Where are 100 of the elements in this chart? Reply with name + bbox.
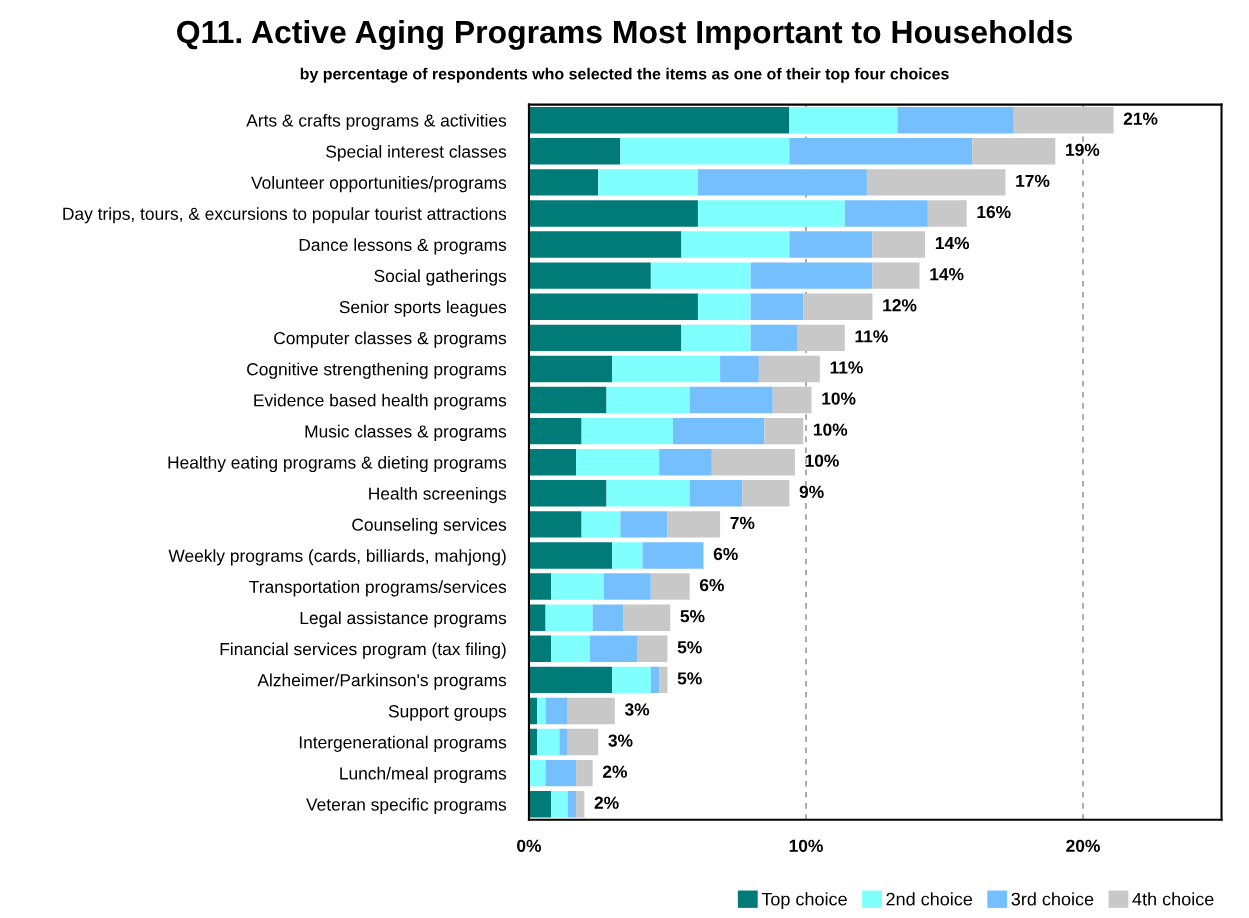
legend-label: 4th choice (1132, 892, 1214, 906)
bar (528, 386, 607, 414)
bar (642, 542, 704, 569)
total-label: 7% (730, 516, 755, 530)
bar (537, 697, 546, 725)
y-tick-label: Legal assistance programs (300, 611, 507, 628)
chart-subtitle: by percentage of respondents who selected the items as one of their top four choices (300, 67, 949, 83)
bar (742, 480, 790, 507)
total-label: 19% (1066, 143, 1100, 156)
bar (545, 697, 568, 725)
total-label: 14% (935, 236, 970, 250)
bar (689, 480, 743, 507)
y-tick-label: Music classes & programs (305, 424, 507, 442)
total-label: 5% (677, 672, 702, 685)
bar (545, 604, 593, 631)
bar (612, 542, 643, 569)
bar (528, 293, 698, 320)
bar (620, 511, 668, 538)
bar (576, 791, 585, 818)
total-label: 6% (699, 578, 724, 592)
bar (581, 417, 674, 445)
bar (764, 417, 804, 445)
bar (528, 138, 621, 165)
x-tick-label: 0% (517, 839, 542, 852)
total-label: 14% (930, 268, 964, 281)
bar (797, 324, 845, 352)
bar (528, 169, 599, 196)
bar (528, 106, 790, 134)
bar (720, 355, 759, 383)
y-tick-label: Dance lessons & programs (299, 238, 507, 255)
bar (623, 604, 671, 631)
bar (972, 138, 1056, 165)
total-label: 16% (977, 205, 1011, 219)
y-tick-label: Health screenings (369, 487, 507, 504)
bar (789, 231, 873, 258)
bar (612, 666, 651, 694)
bar (528, 480, 607, 507)
bar (866, 169, 1006, 196)
bar (606, 480, 690, 507)
bar (872, 231, 926, 258)
bar (545, 759, 577, 787)
legend-label: Top choice (761, 892, 847, 910)
total-label: 10% (814, 423, 848, 436)
bar (758, 355, 820, 383)
legend-label: 2nd choice (886, 892, 973, 906)
bar (697, 200, 845, 227)
bar (528, 666, 613, 694)
bar (650, 262, 751, 289)
bar (789, 106, 898, 134)
bar (711, 449, 795, 476)
y-tick-label: Transportation programs/services (249, 580, 507, 597)
bar (650, 573, 690, 600)
y-tick-label: Veteran specific programs (306, 797, 507, 815)
bar (620, 138, 790, 165)
bar (551, 573, 604, 600)
bar (581, 511, 621, 538)
x-tick-label: 20% (1066, 839, 1100, 852)
bar (1013, 106, 1114, 134)
bar (673, 417, 765, 445)
y-tick-label: Special interest classes (326, 145, 507, 162)
bar (592, 604, 624, 631)
bar (528, 573, 552, 600)
y-tick-label: Social gatherings (374, 269, 507, 286)
total-label: 9% (799, 485, 824, 498)
bar (528, 231, 682, 258)
bar (750, 293, 804, 320)
y-tick-label: Intergenerational programs (299, 735, 507, 752)
bar (528, 417, 582, 445)
bar (659, 449, 712, 476)
bar (576, 449, 660, 476)
bar (612, 355, 721, 383)
total-label: 21% (1123, 112, 1158, 125)
bar (697, 169, 867, 196)
total-label: 2% (594, 796, 619, 809)
bar (528, 542, 613, 569)
total-label: 3% (608, 734, 633, 747)
bar (897, 106, 1014, 134)
y-tick-label: Lunch/meal programs (340, 766, 507, 784)
total-label: 10% (805, 454, 839, 467)
bar (689, 386, 773, 414)
y-tick-label: Evidence based health programs (254, 393, 507, 410)
bar (598, 169, 698, 196)
bar (844, 200, 928, 227)
bar (528, 324, 682, 352)
legend-label: 3rd choice (1011, 892, 1094, 906)
bar (603, 573, 651, 600)
total-label: 2% (602, 765, 627, 778)
bar (528, 759, 546, 787)
bar (789, 138, 973, 165)
bar (551, 635, 590, 662)
bar (567, 697, 615, 725)
bar (551, 791, 568, 818)
y-tick-label: Arts & crafts programs & activities (246, 113, 507, 131)
bar (528, 791, 552, 818)
bar (528, 511, 582, 538)
bar (697, 293, 751, 320)
bar (750, 262, 873, 289)
y-tick-label: Day trips, tours, & excursions to popular tourist attractions (63, 207, 507, 224)
bar (667, 511, 721, 538)
y-tick-label: Senior sports leagues (339, 300, 507, 317)
